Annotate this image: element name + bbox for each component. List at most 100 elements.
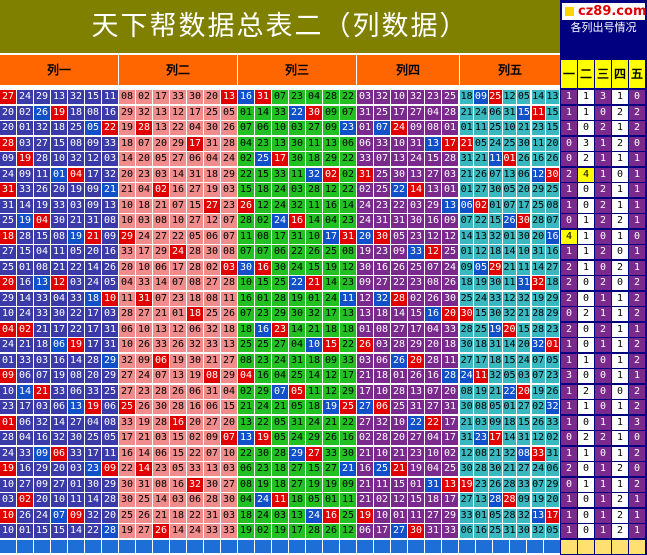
number-cell: 05 bbox=[545, 524, 560, 538]
number-cell: 02 bbox=[153, 183, 169, 197]
number-cell: 25 bbox=[374, 462, 390, 476]
column-header-3: 列三 bbox=[238, 55, 356, 85]
number-cell: 14 bbox=[136, 446, 152, 461]
stat-count-cell: 3 bbox=[561, 369, 577, 383]
number-cell: 07 bbox=[153, 369, 169, 383]
number-cell: 29 bbox=[34, 90, 50, 104]
number-cell: 28 bbox=[531, 322, 545, 337]
stat-count-cell: 2 bbox=[561, 291, 577, 306]
number-cell: 03 bbox=[374, 338, 390, 352]
number-cell: 22 bbox=[170, 229, 186, 244]
number-cell: 23 bbox=[474, 431, 488, 445]
column-header-2: 列二 bbox=[119, 55, 237, 85]
number-cell: 27 bbox=[272, 338, 288, 352]
number-cell: 22 bbox=[170, 121, 186, 135]
number-cell: 12 bbox=[255, 198, 271, 213]
empty-cell bbox=[51, 539, 67, 553]
number-cell: 22 bbox=[102, 121, 118, 135]
number-cell: 29 bbox=[102, 369, 118, 383]
number-cell: 13 bbox=[221, 90, 237, 104]
number-cell: 24 bbox=[408, 152, 424, 166]
number-cell: 23 bbox=[272, 322, 288, 337]
number-cell: 21 bbox=[517, 121, 531, 135]
stat-count-cell: 2 bbox=[578, 384, 594, 399]
stat-count-cell: 0 bbox=[578, 121, 594, 135]
empty-cell bbox=[102, 539, 118, 553]
number-cell: 22 bbox=[289, 276, 305, 290]
number-cell: 32 bbox=[531, 524, 545, 538]
number-cell: 26 bbox=[17, 508, 33, 523]
number-cell: 22 bbox=[289, 105, 305, 120]
number-cell: 07 bbox=[204, 446, 220, 461]
number-cell: 01 bbox=[255, 291, 271, 306]
number-cell: 18 bbox=[460, 90, 474, 104]
number-cell: 16 bbox=[357, 462, 373, 476]
number-cell: 17 bbox=[85, 307, 101, 321]
number-cell: 02 bbox=[340, 167, 356, 182]
number-cell: 16 bbox=[102, 105, 118, 120]
stat-count-cell: 2 bbox=[612, 136, 628, 151]
number-cell: 14 bbox=[408, 183, 424, 197]
number-cell: 19 bbox=[408, 462, 424, 476]
number-cell: 28 bbox=[187, 245, 203, 259]
number-cell: 04 bbox=[289, 338, 305, 352]
number-cell: 21 bbox=[357, 369, 373, 383]
number-cell: 14 bbox=[68, 353, 84, 368]
number-cell: 07 bbox=[272, 90, 288, 104]
stat-count-cell: 1 bbox=[578, 353, 594, 368]
number-cell: 19 bbox=[357, 245, 373, 259]
number-cell: 27 bbox=[425, 400, 441, 414]
number-cell: 08 bbox=[221, 245, 237, 259]
number-cell: 15 bbox=[545, 105, 560, 120]
number-cell: 26 bbox=[34, 183, 50, 197]
number-cell: 12 bbox=[474, 245, 488, 259]
stat-count-cell: 2 bbox=[595, 183, 611, 197]
stat-count-cell: 1 bbox=[578, 400, 594, 414]
number-cell: 26 bbox=[102, 260, 118, 275]
number-cell: 24 bbox=[357, 214, 373, 228]
number-cell: 28 bbox=[85, 353, 101, 368]
number-cell: 20 bbox=[357, 229, 373, 244]
number-cell: 13 bbox=[170, 369, 186, 383]
number-cell: 24 bbox=[531, 462, 545, 476]
number-cell: 07 bbox=[221, 431, 237, 445]
stat-count-cell: 0 bbox=[578, 183, 594, 197]
stat-count-cell: 0 bbox=[561, 307, 577, 321]
number-cell: 13 bbox=[238, 415, 254, 430]
number-cell: 20 bbox=[545, 136, 560, 151]
number-cell: 33 bbox=[102, 136, 118, 151]
stat-count-cell: 1 bbox=[612, 338, 628, 352]
number-cell: 21 bbox=[153, 198, 169, 213]
number-cell: 27 bbox=[136, 307, 152, 321]
site-logo[interactable]: cz89.com bbox=[562, 3, 647, 20]
number-cell: 33 bbox=[221, 524, 237, 538]
number-cell: 28 bbox=[442, 369, 458, 383]
number-cell: 01 bbox=[0, 353, 16, 368]
number-cell: 23 bbox=[255, 136, 271, 151]
number-cell: 23 bbox=[255, 307, 271, 321]
number-cell: 06 bbox=[374, 400, 390, 414]
number-cell: 02 bbox=[255, 524, 271, 538]
number-cell: 30 bbox=[119, 493, 135, 507]
number-cell: 10 bbox=[306, 229, 322, 244]
number-cell: 06 bbox=[460, 524, 474, 538]
number-cell: 30 bbox=[460, 400, 474, 414]
number-cell: 08 bbox=[102, 415, 118, 430]
number-cell: 27 bbox=[187, 214, 203, 228]
number-cell: 19 bbox=[531, 493, 545, 507]
stat-count-cell: 1 bbox=[612, 307, 628, 321]
empty-cell bbox=[357, 539, 373, 553]
number-cell: 28 bbox=[153, 415, 169, 430]
number-cell: 12 bbox=[51, 276, 67, 290]
number-cell: 08 bbox=[153, 214, 169, 228]
number-cell: 24 bbox=[255, 493, 271, 507]
stat-count-cell: 1 bbox=[612, 415, 628, 430]
number-cell: 07 bbox=[238, 245, 254, 259]
number-cell: 32 bbox=[68, 90, 84, 104]
stat-count-cell: 1 bbox=[595, 493, 611, 507]
number-cell: 27 bbox=[170, 152, 186, 166]
number-cell: 02 bbox=[357, 183, 373, 197]
stat-count-cell: 0 bbox=[561, 214, 577, 228]
stat-count-cell: 0 bbox=[561, 152, 577, 166]
number-cell: 27 bbox=[460, 353, 474, 368]
